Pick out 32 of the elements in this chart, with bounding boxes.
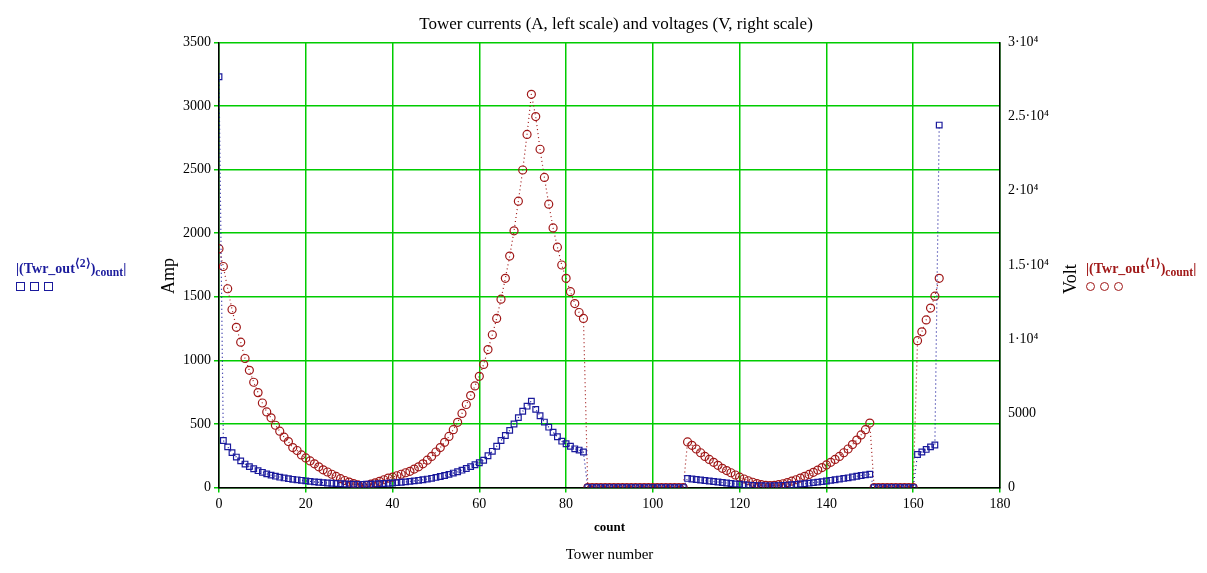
y-tick-label: 1500 [183,288,211,304]
y-tick-label: 2500 [183,161,211,177]
y-tick-label: 500 [190,415,211,431]
x-tick-label: 0 [215,495,223,511]
x-tick-label: 40 [385,495,400,511]
y-tick-label: 2000 [183,224,211,240]
x-tick-label: 120 [729,495,751,511]
x-tick-label: 100 [642,495,664,511]
text: |(Twr_out$^{⟨2⟩}$)$_{count}$| [16,256,127,280]
x-tick-label: 160 [902,495,924,511]
x-tick-label: 20 [298,495,313,511]
y-tick-label: 1000 [183,352,211,368]
y2-tick-label: 3·10⁴ [1007,34,1039,50]
y-axis-title: Amp [158,258,179,294]
x-tick-label: 80 [559,495,574,511]
x-tick-label: 180 [989,495,1011,511]
text: |(Twr_out$^{⟨1⟩}$)$_{count}$| [1086,256,1197,280]
y2-tick-label: 0 [1007,479,1015,495]
y2-axis-title: Volt [1060,264,1081,294]
y-tick-label: 3000 [183,97,211,113]
y-tick-label: 3500 [183,34,211,50]
x-tick-label: 140 [815,495,837,511]
y2-tick-label: 1·10⁴ [1007,330,1039,346]
chart-title: Tower currents (A, left scale) and voltages (V, right scale) [419,13,813,33]
x-tick-label: 60 [472,495,487,511]
y2-tick-label: 2·10⁴ [1007,182,1039,198]
x-axis-title: count [593,518,626,534]
y2-tick-label: 2.5·10⁴ [1007,108,1050,124]
y-tick-label: 0 [204,479,211,495]
text: Tower number [565,546,654,562]
y2-tick-label: 5000 [1007,405,1036,421]
y2-tick-label: 1.5·10⁴ [1007,256,1050,272]
